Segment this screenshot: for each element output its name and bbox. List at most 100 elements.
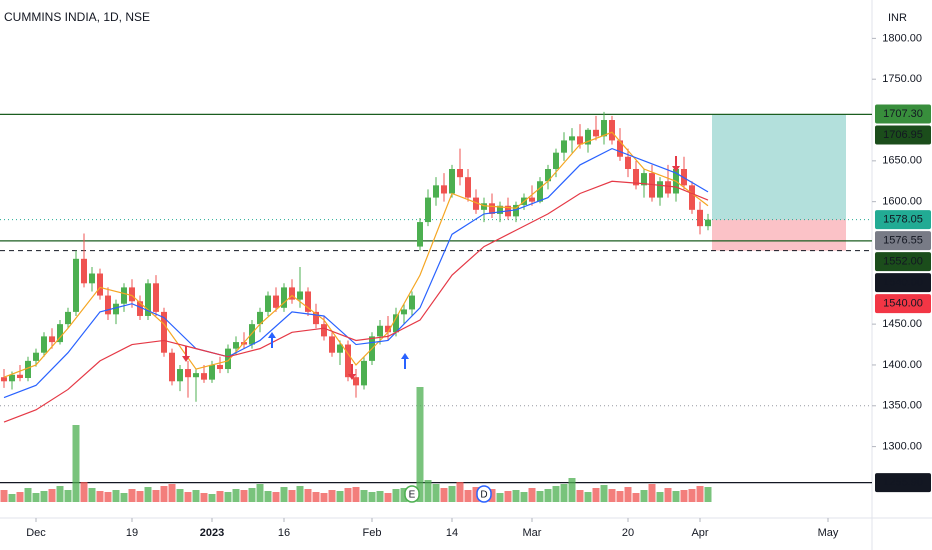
y-tick-label: 1450.00 xyxy=(882,318,922,330)
candle-body xyxy=(657,181,663,198)
candle-body xyxy=(81,258,87,284)
volume-bar xyxy=(376,491,384,502)
price-badge-label: 1540.00 xyxy=(883,276,923,288)
volume-bar xyxy=(80,482,88,502)
candle-body xyxy=(593,129,599,137)
candle-body xyxy=(145,283,151,316)
candle-body xyxy=(609,120,615,141)
candle-body xyxy=(537,181,543,202)
volume-bar xyxy=(616,491,624,502)
price-badge xyxy=(875,125,931,145)
candle-body xyxy=(89,273,95,284)
candle-body xyxy=(417,222,423,247)
candle-body xyxy=(433,185,439,198)
candle-body xyxy=(305,291,311,312)
volume-bar xyxy=(24,488,32,502)
volume-bar xyxy=(96,491,104,502)
volume-bar xyxy=(648,484,656,502)
volume-bar xyxy=(680,490,688,502)
y-tick-label: 1300.00 xyxy=(882,441,922,453)
candle-body xyxy=(353,377,359,386)
price-badge xyxy=(875,231,931,251)
volume-bar xyxy=(112,490,120,502)
candle-body xyxy=(409,295,415,310)
candle-body xyxy=(225,348,231,370)
candle-body xyxy=(113,303,119,315)
x-tick-label: Apr xyxy=(691,527,708,539)
candle-body xyxy=(17,374,23,379)
volume-bar xyxy=(184,492,192,502)
candle-body xyxy=(185,369,191,378)
volume-bar xyxy=(320,493,328,502)
candle-body xyxy=(257,311,263,325)
candle-body xyxy=(57,324,63,343)
x-tick-label: May xyxy=(818,527,839,539)
volume-bar xyxy=(288,490,296,502)
candle-body xyxy=(153,283,159,312)
price-badge xyxy=(875,473,931,493)
moving-average xyxy=(3,180,709,423)
sell-arrow xyxy=(348,364,356,380)
candle-body xyxy=(441,185,447,194)
volume-bar xyxy=(272,492,280,502)
volume-bar xyxy=(600,485,608,502)
volume-bar xyxy=(176,489,184,502)
candle-body xyxy=(481,203,487,210)
volume-bar xyxy=(560,484,568,502)
price-badge xyxy=(875,273,931,293)
candle-body xyxy=(641,173,647,186)
volume-bar xyxy=(72,425,80,502)
volume-bar xyxy=(464,490,472,502)
volume-bar xyxy=(160,486,168,502)
chart-title: CUMMINS INDIA, 1D, NSE xyxy=(4,10,150,24)
candle-body xyxy=(321,324,327,337)
volume-bar xyxy=(336,491,344,502)
volume-bar xyxy=(296,486,304,502)
price-badge-label: 1707.30 xyxy=(883,108,923,120)
volume-bar xyxy=(632,493,640,502)
candle-body xyxy=(249,324,255,345)
volume-bar xyxy=(424,480,432,502)
candle-body xyxy=(697,209,703,227)
volume-bar xyxy=(232,489,240,502)
candle-body xyxy=(129,287,135,302)
candle-body xyxy=(201,373,207,380)
signals xyxy=(182,156,680,380)
volume-bar xyxy=(504,491,512,502)
sell-arrow xyxy=(182,346,190,362)
candle-body xyxy=(401,309,407,315)
candle-body xyxy=(529,197,535,202)
volume-bar xyxy=(120,493,128,502)
volume-bar xyxy=(440,488,448,502)
candle-body xyxy=(177,369,183,382)
candle-body xyxy=(25,360,31,379)
x-tick-label: 20 xyxy=(622,527,634,539)
candle-body xyxy=(209,364,215,380)
volume-bar xyxy=(304,489,312,502)
y-tick-label: 1600.00 xyxy=(882,196,922,208)
volume-bar xyxy=(192,490,200,502)
candle-body xyxy=(361,360,367,386)
candle-body xyxy=(601,120,607,137)
moving-average xyxy=(3,131,709,378)
price-badge-label: 1576.55 xyxy=(883,234,923,246)
candle-body xyxy=(457,169,463,178)
candle-body xyxy=(49,336,55,343)
price-badge xyxy=(875,210,931,230)
candle-body xyxy=(617,140,623,157)
volume-bar xyxy=(152,490,160,502)
volume-bar xyxy=(696,486,704,502)
volume-bar xyxy=(104,492,112,502)
volume-bar xyxy=(48,489,56,502)
volume-bar xyxy=(536,491,544,502)
candle-body xyxy=(385,325,391,333)
candle-body xyxy=(161,311,167,353)
target-zone xyxy=(712,114,846,220)
candle-body xyxy=(297,291,303,300)
candle-body xyxy=(649,173,655,198)
candle-body xyxy=(393,314,399,333)
x-tick-label: 2023 xyxy=(200,527,224,539)
volume-bar xyxy=(0,490,8,502)
price-badge xyxy=(875,252,931,272)
